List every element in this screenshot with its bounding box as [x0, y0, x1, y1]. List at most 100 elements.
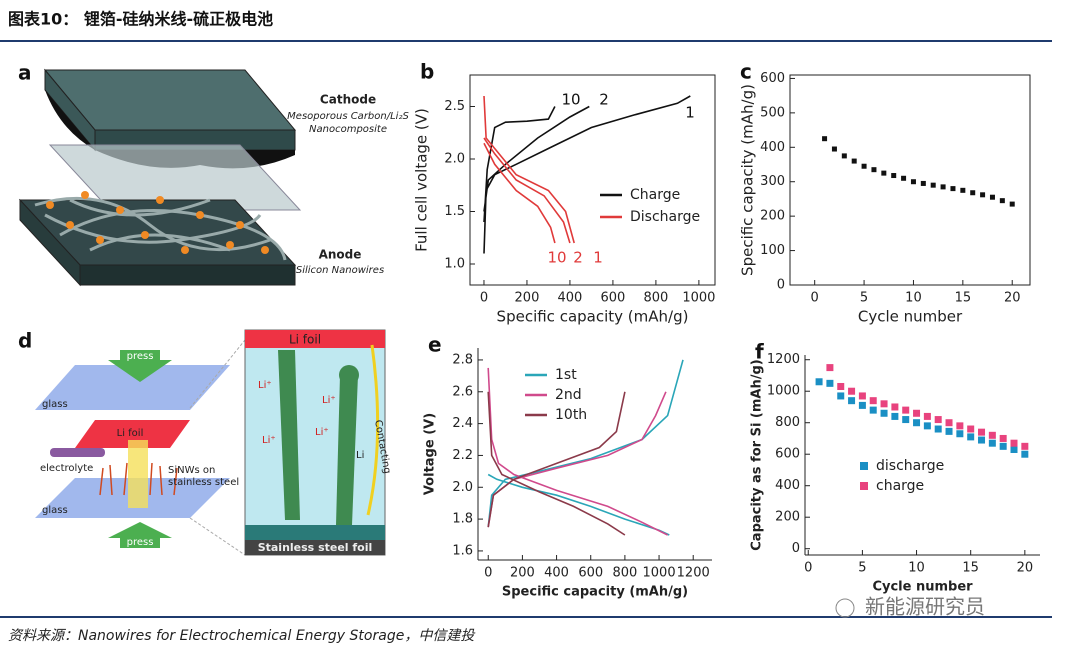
point	[956, 422, 964, 430]
point	[815, 378, 823, 386]
point	[822, 136, 828, 142]
point	[891, 403, 899, 411]
x-tick-label: 800	[643, 291, 668, 306]
point	[920, 180, 926, 186]
point	[988, 439, 996, 447]
anode-label: Anode	[319, 248, 362, 262]
legend-label: 2nd	[555, 387, 582, 403]
header-rule	[0, 40, 1052, 42]
y-tick-label: 2.2	[452, 448, 473, 463]
y-tick-label: 400	[760, 140, 785, 155]
y-tick-label: 0	[792, 541, 800, 556]
point	[989, 194, 995, 200]
anode-desc: Silicon Nanowires	[296, 265, 384, 276]
highlight	[128, 440, 148, 508]
point	[960, 187, 966, 193]
steel-foil-label: Stainless steel foil	[258, 541, 373, 554]
diagram-d: d press glass Li foil electrolyte SiNWs …	[18, 329, 392, 556]
point	[950, 186, 956, 192]
y-axis-label: Full cell voltage (V)	[413, 108, 431, 252]
li-ion: Li⁺	[315, 427, 329, 438]
point	[930, 182, 936, 188]
x-tick-label: 1000	[643, 566, 676, 581]
steel-foil-side	[245, 540, 385, 555]
point	[1010, 445, 1018, 453]
x-tick-label: 5	[858, 561, 866, 576]
point	[869, 406, 877, 414]
point	[940, 184, 946, 190]
point	[923, 412, 931, 420]
point	[978, 428, 986, 436]
plot-frame	[789, 74, 1031, 286]
press-label: press	[127, 537, 154, 548]
point	[902, 416, 910, 424]
x-tick-label: 10	[905, 291, 922, 306]
panel-label: c	[740, 60, 752, 84]
legend-label: 1st	[555, 367, 577, 383]
x-tick-label: 200	[510, 566, 535, 581]
point	[1009, 201, 1015, 207]
y-tick-label: 1.6	[452, 543, 473, 558]
legend-label: Charge	[630, 187, 680, 203]
x-tick-label: 20	[1017, 561, 1034, 576]
point	[1010, 439, 1018, 447]
point	[999, 198, 1005, 204]
y-tick-label: 2.5	[444, 99, 465, 114]
point	[881, 170, 887, 176]
legend-label: 10th	[555, 407, 587, 423]
separator	[48, 144, 302, 211]
point	[837, 392, 845, 400]
x-tick-label: 600	[601, 291, 626, 306]
contact-arrow	[366, 344, 380, 516]
annotation: 2	[599, 91, 609, 109]
point	[826, 379, 834, 387]
x-tick-label: 600	[578, 566, 603, 581]
point	[1021, 450, 1029, 458]
li-ion: Li⁺	[262, 435, 276, 446]
y-axis-label: Specific capacity (mAh/g)	[739, 84, 757, 276]
point	[841, 153, 847, 159]
legend-swatch	[860, 462, 868, 470]
point	[1021, 442, 1029, 450]
point	[999, 442, 1007, 450]
x-axis-label: Specific capacity (mAh/g)	[497, 308, 689, 326]
point	[871, 167, 877, 173]
panel-label: a	[18, 61, 32, 85]
x-tick-label: 15	[962, 561, 979, 576]
press-label: press	[127, 351, 154, 362]
x-tick-label: 10	[908, 561, 925, 576]
y-tick-label: 100	[760, 243, 785, 258]
x-tick-label: 400	[558, 291, 583, 306]
y-tick-label: 1000	[767, 384, 800, 399]
footer-rule	[0, 616, 1052, 618]
y-tick-label: 600	[775, 447, 800, 462]
anode-side	[19, 198, 81, 287]
zoom-box	[244, 329, 386, 556]
point	[851, 158, 857, 164]
point	[902, 406, 910, 414]
y-tick-label: 2.0	[452, 480, 473, 495]
zoom-line	[189, 339, 246, 409]
y-tick-label: 2.8	[452, 352, 473, 367]
y-axis-label: Capacity as for Si (mAh/g)	[750, 359, 765, 550]
y-tick-label: 400	[775, 478, 800, 493]
y-tick-label: 600	[760, 71, 785, 86]
nanowire	[336, 375, 358, 525]
line	[487, 359, 684, 536]
plot-frame	[469, 74, 716, 286]
dropper	[50, 448, 105, 457]
annotation: 2	[573, 249, 583, 267]
x-tick-label: 800	[612, 566, 637, 581]
watermark-icon	[835, 598, 855, 618]
point	[913, 419, 921, 427]
panel-label: e	[428, 333, 442, 357]
cathode-desc: Mesoporous Carbon/Li₂S	[287, 111, 409, 122]
diagram-a: a Cathode Mesoporous Carbon/Li₂S Nanocom…	[18, 61, 409, 287]
zoom-li-foil-label: Li foil	[289, 333, 321, 347]
point	[923, 422, 931, 430]
point	[858, 392, 866, 400]
x-tick-label: 0	[811, 291, 819, 306]
legend-label: charge	[876, 478, 924, 494]
point	[880, 409, 888, 417]
x-tick-label: 0	[484, 566, 492, 581]
